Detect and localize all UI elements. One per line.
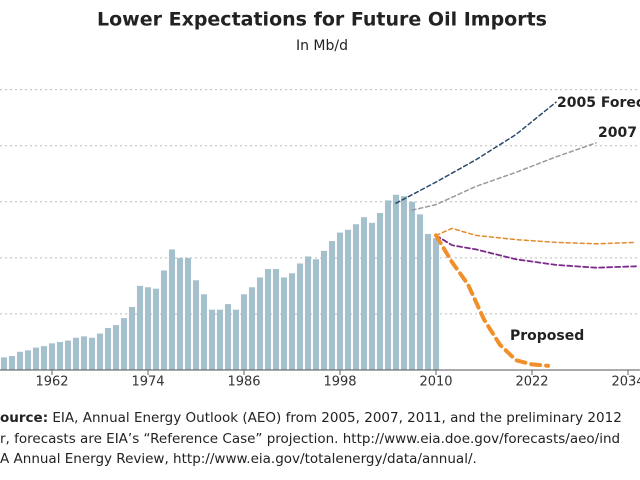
bar [256, 277, 264, 370]
bar [88, 337, 96, 370]
bar [216, 309, 224, 370]
forecast-line [435, 227, 637, 245]
chart-title: Lower Expectations for Future Oil Import… [97, 9, 547, 31]
source: ource: EIA, Annual Energy Outlook (AEO) … [0, 410, 622, 426]
x-tick-label: 2010 [419, 375, 452, 390]
bar [416, 214, 424, 370]
bar [296, 263, 304, 370]
source-label: ource: [0, 410, 48, 426]
source-text: A Annual Energy Review, http://www.eia.g… [0, 451, 477, 467]
bar [432, 238, 440, 370]
x-tick-label: 1998 [323, 375, 356, 390]
bar [160, 270, 168, 370]
bar [424, 234, 432, 370]
bar [344, 229, 352, 370]
bar [176, 257, 184, 370]
bar [192, 280, 200, 370]
bar [264, 269, 272, 370]
bar [408, 201, 416, 370]
bar [120, 318, 128, 370]
bar [0, 357, 8, 370]
bar [144, 287, 152, 370]
bar [400, 196, 408, 370]
bar [384, 200, 392, 370]
bar [336, 232, 344, 370]
bar [288, 273, 296, 370]
bar [64, 340, 72, 370]
bar [24, 350, 32, 370]
bar [48, 343, 56, 370]
bar [352, 224, 360, 370]
forecast-line [395, 101, 557, 204]
bar [104, 327, 112, 370]
x-tick-label: 2022 [515, 375, 548, 390]
bar [8, 355, 16, 370]
bar [240, 294, 248, 370]
bar [360, 217, 368, 370]
source-text: r, forecasts are EIA’s “Reference Case” … [0, 431, 620, 447]
bar [232, 309, 240, 370]
bar [208, 309, 216, 370]
bar [152, 288, 160, 370]
bar [392, 194, 400, 370]
x-tick-label: 1974 [131, 375, 164, 390]
bar [320, 250, 328, 370]
bar [184, 257, 192, 370]
bar [272, 269, 280, 370]
line-label: 2005 Forecast [557, 95, 640, 111]
forecast-line [434, 233, 550, 368]
forecast-line [435, 234, 637, 269]
bar [56, 341, 64, 370]
bar [368, 222, 376, 370]
bar [16, 351, 24, 370]
x-tick-label: 1962 [35, 375, 68, 390]
bar [248, 287, 256, 370]
line-label: Proposed [510, 328, 584, 344]
forecast-line [411, 142, 597, 211]
x-tick-label: 2034 [611, 375, 640, 390]
bar [40, 346, 48, 370]
bar [224, 304, 232, 370]
x-tick-label: 1986 [227, 375, 260, 390]
bar [200, 294, 208, 370]
source-text: EIA, Annual Energy Outlook (AEO) from 20… [52, 410, 621, 426]
bar [304, 256, 312, 370]
bar [168, 249, 176, 370]
bar [72, 337, 80, 370]
bar [32, 347, 40, 370]
chart-subtitle: In Mb/d [296, 38, 348, 54]
bar [96, 333, 104, 370]
bar [312, 259, 320, 370]
bar [376, 212, 384, 370]
bar [128, 306, 136, 370]
bar [112, 325, 120, 370]
bar [328, 241, 336, 370]
bar [136, 285, 144, 370]
bar [80, 336, 88, 370]
bar [280, 277, 288, 370]
line-label: 2007 Forecast [598, 125, 640, 141]
